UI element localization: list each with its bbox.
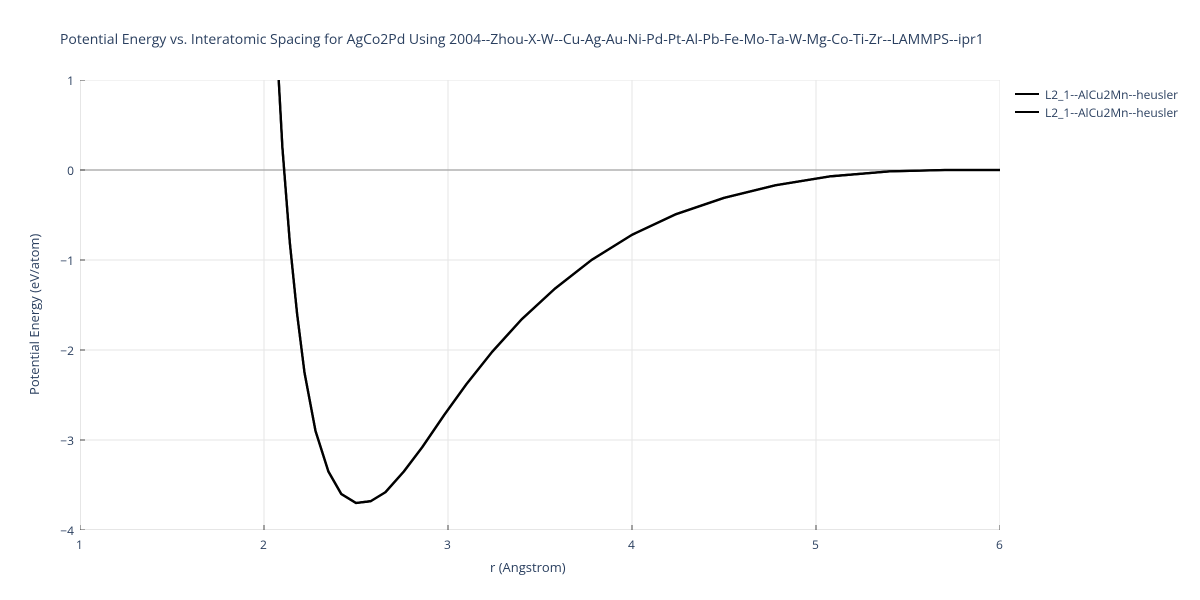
legend-item-1[interactable]: L2_1--AlCu2Mn--heusler	[1015, 103, 1178, 121]
y-tick-label: 1	[44, 72, 74, 89]
y-axis-label: Potential Energy (eV/atom)	[25, 234, 43, 395]
legend-label: L2_1--AlCu2Mn--heusler	[1045, 104, 1178, 121]
legend-item-0[interactable]: L2_1--AlCu2Mn--heusler	[1015, 85, 1178, 103]
legend-label: L2_1--AlCu2Mn--heusler	[1045, 86, 1178, 103]
gridlines-group	[80, 80, 1000, 530]
x-tick-label: 3	[444, 536, 451, 553]
plot-svg	[80, 80, 1000, 530]
axis-lines-group	[80, 80, 1000, 530]
chart-title: Potential Energy vs. Interatomic Spacing…	[60, 30, 984, 49]
x-tick-label: 4	[628, 536, 635, 553]
y-tick-label: −1	[44, 252, 74, 269]
x-tick-label: 2	[260, 536, 267, 553]
legend[interactable]: L2_1--AlCu2Mn--heuslerL2_1--AlCu2Mn--heu…	[1015, 85, 1178, 121]
y-tick-label: −2	[44, 342, 74, 359]
tick-marks-group	[80, 80, 1000, 530]
x-tick-label: 6	[996, 536, 1003, 553]
legend-swatch	[1015, 93, 1039, 95]
y-tick-label: 0	[44, 162, 74, 179]
y-tick-label: −3	[44, 432, 74, 449]
legend-swatch	[1015, 111, 1039, 113]
x-tick-label: 5	[812, 536, 819, 553]
y-tick-label: −4	[44, 522, 74, 539]
x-tick-label: 1	[76, 536, 83, 553]
x-axis-label: r (Angstrom)	[490, 558, 566, 576]
